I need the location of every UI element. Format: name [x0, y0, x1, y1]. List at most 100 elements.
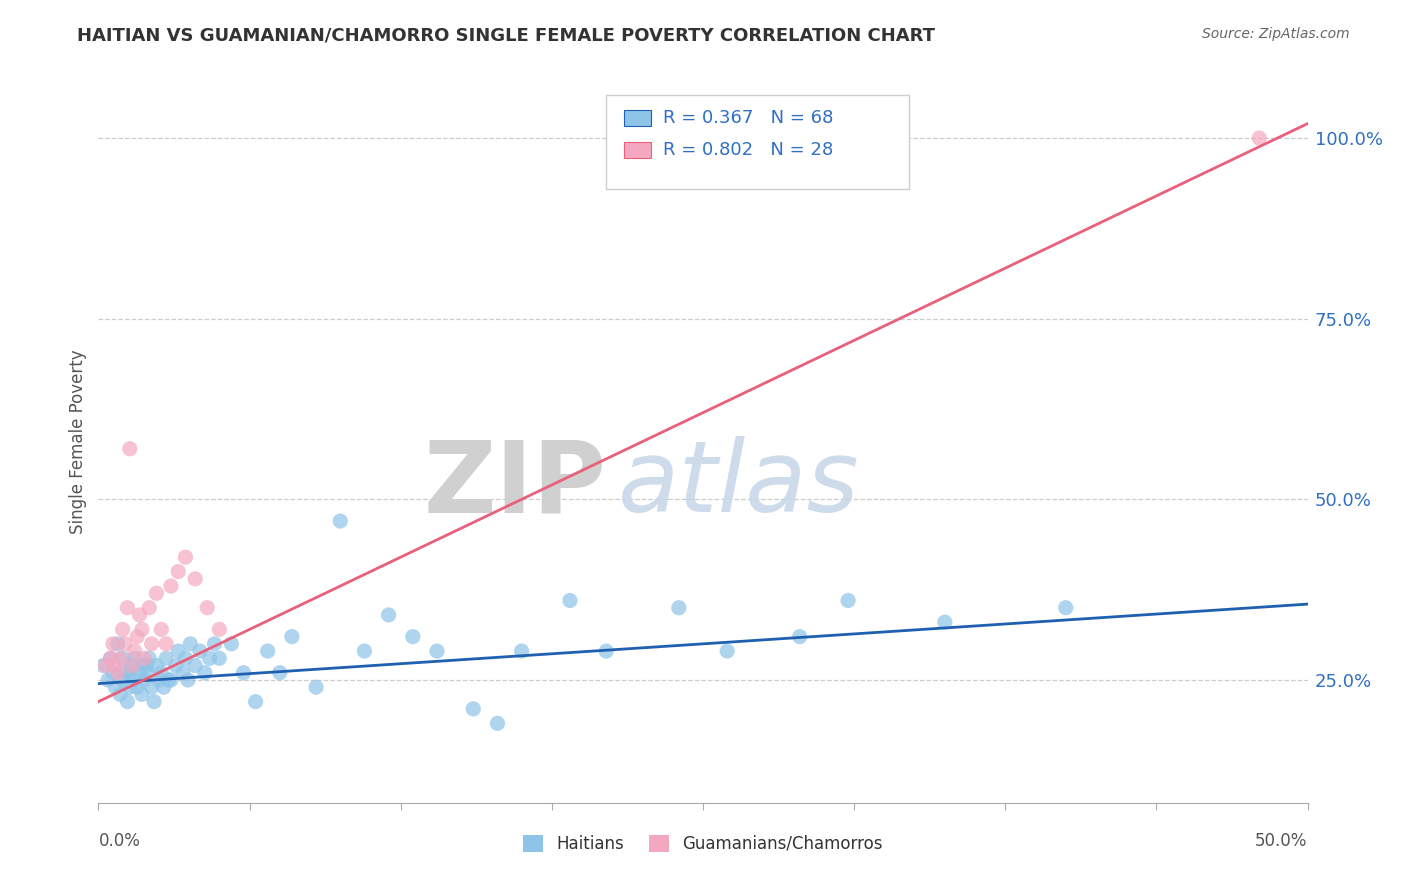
Point	[208, 651, 231, 665]
Point	[111, 651, 134, 665]
Point	[97, 673, 120, 687]
Point	[135, 665, 157, 680]
Point	[194, 665, 217, 680]
Point	[104, 680, 127, 694]
Point	[174, 550, 197, 565]
Point	[108, 651, 131, 665]
Point	[221, 637, 243, 651]
Y-axis label: Single Female Poverty: Single Female Poverty	[69, 350, 87, 533]
Point	[208, 623, 231, 637]
Point	[128, 607, 150, 622]
Point	[152, 680, 174, 694]
Point	[837, 593, 859, 607]
Point	[204, 637, 226, 651]
Point	[150, 623, 173, 637]
Bar	[624, 110, 651, 126]
Point	[172, 665, 194, 680]
Point	[124, 673, 146, 687]
Point	[141, 637, 163, 651]
Point	[148, 673, 170, 687]
Point	[138, 651, 160, 665]
Point	[486, 716, 509, 731]
Point	[1249, 131, 1271, 145]
Point	[232, 665, 254, 680]
Point	[121, 658, 143, 673]
Point	[353, 644, 375, 658]
Point	[117, 695, 139, 709]
Point	[118, 442, 141, 456]
Point	[558, 593, 581, 607]
Point	[157, 673, 180, 687]
Point	[160, 673, 183, 687]
Point	[934, 615, 956, 630]
Point	[716, 644, 738, 658]
Point	[177, 673, 200, 687]
Point	[184, 658, 207, 673]
Point	[100, 651, 122, 665]
Point	[108, 687, 131, 701]
Point	[118, 665, 141, 680]
Point	[174, 651, 197, 665]
Point	[184, 572, 207, 586]
Point	[167, 644, 190, 658]
Point	[107, 665, 129, 680]
Point	[1054, 600, 1077, 615]
Point	[305, 680, 328, 694]
Point	[510, 644, 533, 658]
Point	[281, 630, 304, 644]
Point	[134, 673, 156, 687]
Point	[167, 565, 190, 579]
Point	[124, 651, 146, 665]
Point	[402, 630, 425, 644]
Point	[160, 579, 183, 593]
Point	[145, 658, 167, 673]
Point	[141, 680, 163, 694]
Point	[101, 637, 124, 651]
Point	[124, 644, 146, 658]
Text: atlas: atlas	[619, 436, 860, 533]
Point	[101, 665, 124, 680]
Point	[377, 607, 399, 622]
Point	[118, 680, 141, 694]
Point	[463, 702, 485, 716]
Point	[155, 637, 177, 651]
Point	[668, 600, 690, 615]
Text: 50.0%: 50.0%	[1256, 831, 1308, 850]
Point	[179, 637, 201, 651]
Point	[128, 665, 150, 680]
Text: ZIP: ZIP	[423, 436, 606, 533]
Point	[245, 695, 267, 709]
Point	[131, 623, 153, 637]
Point	[134, 651, 156, 665]
Point	[426, 644, 449, 658]
Point	[269, 665, 291, 680]
Point	[165, 658, 187, 673]
Point	[100, 651, 122, 665]
Point	[329, 514, 352, 528]
Point	[117, 600, 139, 615]
Point	[111, 623, 134, 637]
Point	[94, 658, 117, 673]
Point	[145, 586, 167, 600]
Point	[131, 687, 153, 701]
Point	[121, 658, 143, 673]
Point	[131, 658, 153, 673]
Point	[135, 658, 157, 673]
Point	[107, 637, 129, 651]
Point	[111, 673, 134, 687]
Point	[789, 630, 811, 644]
Text: HAITIAN VS GUAMANIAN/CHAMORRO SINGLE FEMALE POVERTY CORRELATION CHART: HAITIAN VS GUAMANIAN/CHAMORRO SINGLE FEM…	[77, 27, 935, 45]
Point	[138, 600, 160, 615]
Text: Source: ZipAtlas.com: Source: ZipAtlas.com	[1202, 27, 1350, 41]
Point	[114, 637, 136, 651]
Point	[195, 600, 218, 615]
Point	[127, 630, 149, 644]
Point	[256, 644, 278, 658]
Text: 0.0%: 0.0%	[98, 831, 141, 850]
FancyBboxPatch shape	[606, 95, 908, 189]
Point	[91, 658, 114, 673]
Point	[198, 651, 221, 665]
Point	[150, 665, 173, 680]
Point	[595, 644, 617, 658]
Point	[127, 680, 149, 694]
